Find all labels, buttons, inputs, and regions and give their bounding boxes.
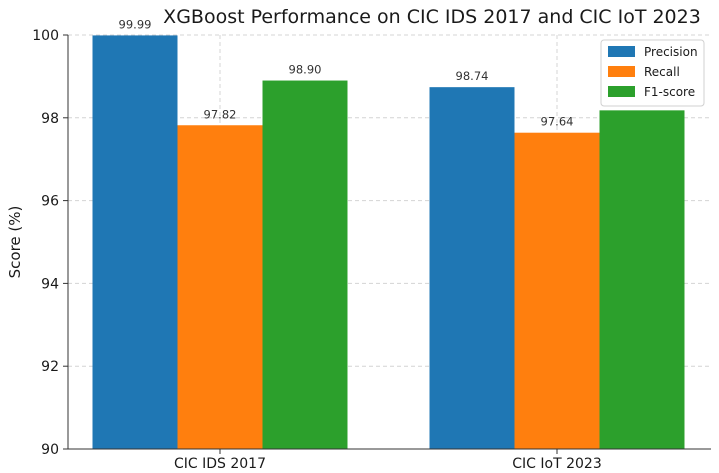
legend-swatch (608, 46, 635, 57)
x-tick-label: CIC IDS 2017 (174, 456, 266, 472)
bar-recall-1 (514, 132, 600, 450)
bar-precision-0 (92, 35, 178, 449)
y-tick-label: 96 (41, 194, 59, 210)
y-tick-label: 90 (41, 442, 59, 458)
bar-precision-1 (429, 87, 515, 449)
bar-f1-score-0 (262, 80, 348, 449)
axis-ticks: 90 92 94 96 98 100 CIC IDS 2017 CIC IoT 2023 (32, 28, 601, 472)
chart-title: XGBoost Performance on CIC IDS 2017 and … (163, 6, 701, 28)
bar-value-label: 97.82 (204, 107, 237, 121)
legend-label: Precision (644, 45, 698, 59)
legend-label: Recall (644, 65, 680, 79)
y-tick-label: 92 (41, 359, 59, 375)
y-tick-label: 100 (32, 28, 59, 44)
bar-f1-score-1 (599, 110, 685, 450)
bars (92, 35, 685, 450)
bar-value-label: 97.64 (541, 115, 574, 129)
bar-value-label: 98.90 (289, 63, 322, 77)
bar-value-labels: 99.99 97.82 98.90 98.74 97.64 (119, 17, 574, 128)
legend-swatch (608, 86, 635, 97)
bar-recall-0 (177, 125, 263, 449)
y-tick-label: 94 (41, 276, 59, 292)
y-tick-label: 98 (41, 111, 59, 127)
legend: Precision Recall F1-score (600, 39, 705, 107)
x-tick-label: CIC IoT 2023 (512, 456, 601, 472)
bar-value-label: 99.99 (119, 17, 152, 31)
y-axis-label: Score (%) (6, 206, 24, 279)
axes (67, 35, 711, 450)
legend-swatch (608, 66, 635, 77)
legend-label: F1-score (644, 85, 695, 99)
bar-value-label: 98.74 (456, 69, 489, 83)
